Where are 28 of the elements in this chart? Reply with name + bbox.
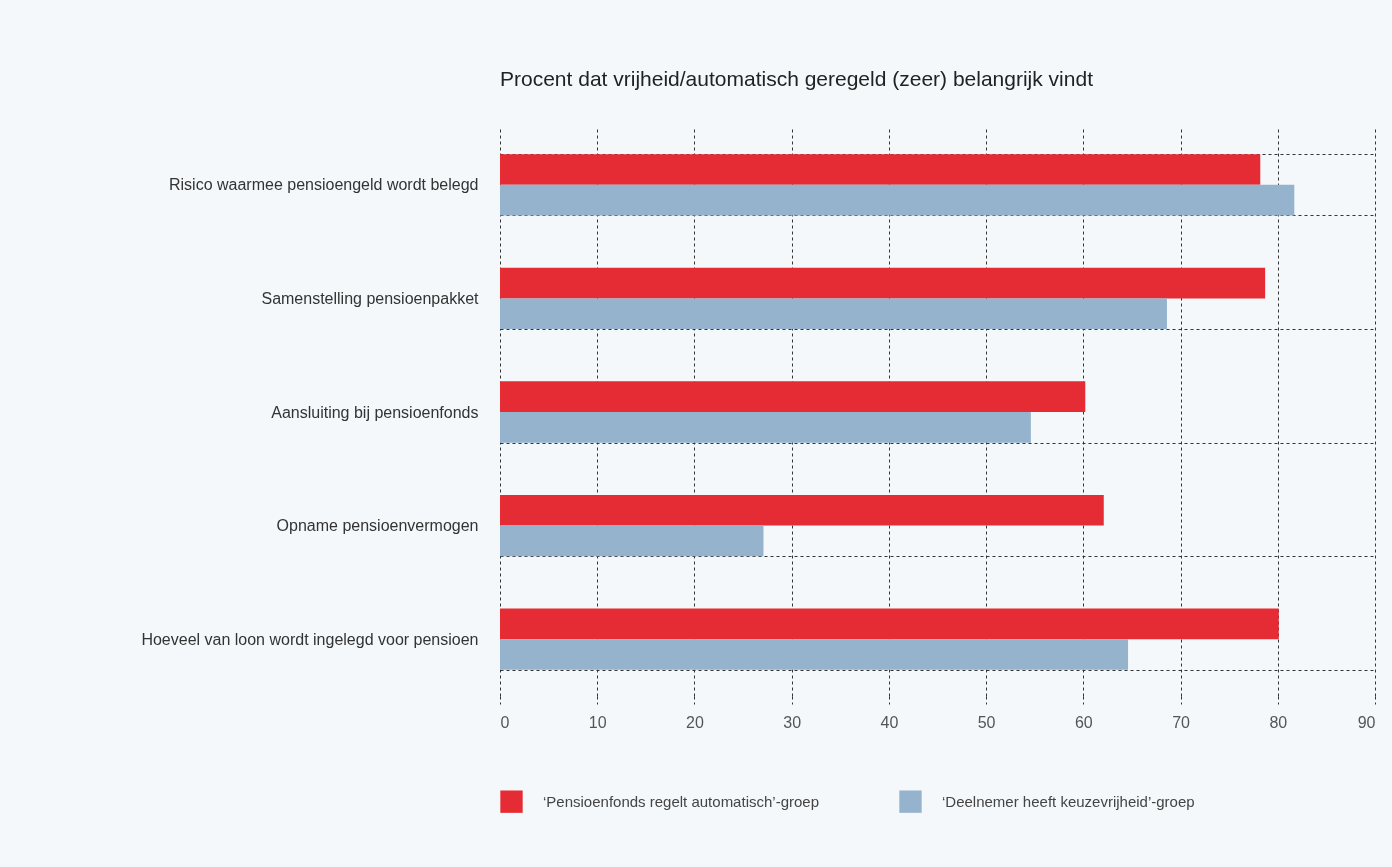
chart-title: Procent dat vrijheid/automatisch geregeld (zeer) belangrijk vindt [500, 67, 1094, 90]
x-tick-label: 20 [686, 713, 704, 731]
bar [500, 184, 1295, 216]
x-tick-label: 80 [1269, 713, 1288, 731]
y-tick-label: Samenstelling pensioenpakket [261, 289, 480, 307]
x-tick-label: 0 [500, 713, 510, 731]
x-tick-label: 30 [783, 713, 802, 731]
bar [500, 525, 764, 557]
y-tick-label: Hoeveel van loon wordt ingelegd voor pensioen [141, 630, 479, 648]
y-tick-label: Risico waarmee pensioengeld wordt belegd [168, 176, 479, 194]
legend-label: ‘Deelnemer heeft keuzevrijheid’-groep [942, 792, 1195, 810]
bar [500, 608, 1279, 640]
bar [500, 639, 1129, 670]
x-tick-label: 10 [588, 713, 607, 731]
x-tick-label: 90 [1357, 713, 1376, 731]
bar [500, 298, 1167, 330]
legend-label: ‘Pensioenfonds regelt automatisch’-groep [543, 792, 819, 810]
y-tick-label: Aansluiting bij pensioenfonds [271, 403, 479, 421]
bar [500, 267, 1266, 299]
bar [500, 154, 1261, 185]
bar [500, 412, 1031, 443]
x-tick-label: 40 [880, 713, 899, 731]
x-tick-label: 60 [1074, 713, 1093, 731]
x-tick-label: 70 [1172, 713, 1191, 731]
bar [500, 381, 1086, 412]
bar [500, 494, 1104, 526]
x-tick-label: 50 [977, 713, 996, 731]
y-tick-label: Opname pensioenvermogen [276, 517, 479, 535]
